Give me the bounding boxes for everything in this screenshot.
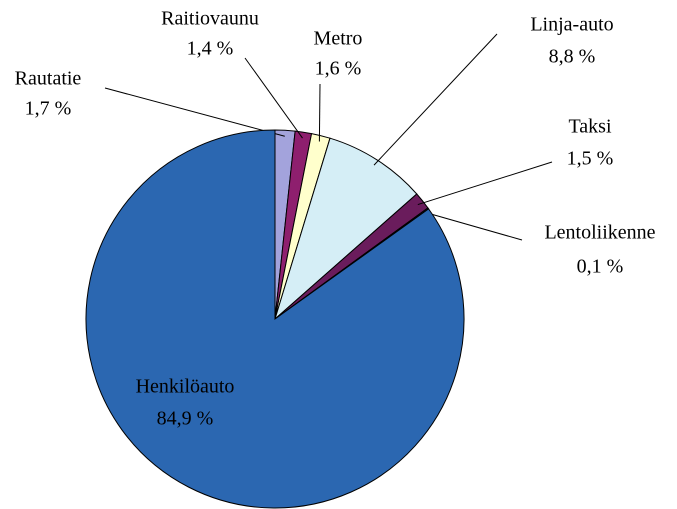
value-label: 8,8 % [549,46,596,68]
leader-line [423,211,523,241]
value-label: 1,4 % [187,38,234,60]
leader-line [417,161,553,206]
slice-label: Rautatie [15,68,82,90]
value-label: 1,7 % [25,98,72,120]
leader-line [244,57,303,139]
leader-line [104,87,285,137]
slice-label: Lentoliikenne [544,222,655,244]
slice-label: Raitiovaunu [161,8,259,30]
slice-label: Henkilöauto [136,376,235,398]
value-label: 1,5 % [567,148,614,170]
pie-slice [85,129,465,509]
slice-label: Metro [314,28,363,50]
slice-label: Taksi [568,116,611,138]
leader-line [373,33,498,166]
slice-label: Linja-auto [530,14,613,36]
value-label: 1,6 % [315,58,362,80]
pie-slice [274,137,418,321]
value-label: 84,9 % [157,408,214,430]
value-label: 0,1 % [577,256,624,278]
leader-line [318,83,321,142]
